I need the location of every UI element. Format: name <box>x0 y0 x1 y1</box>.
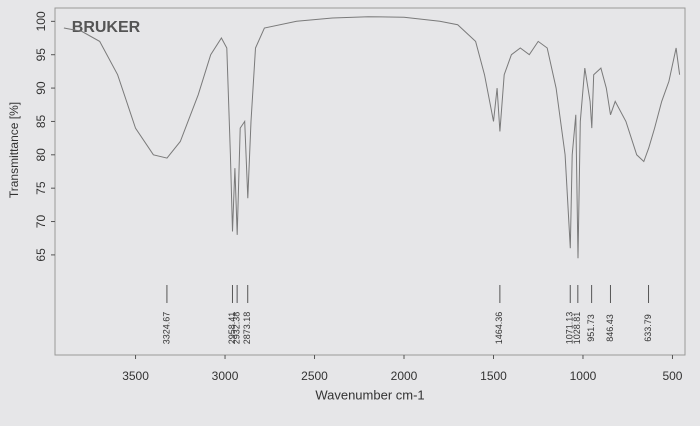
y-tick-label: 100 <box>34 11 48 31</box>
x-tick-label: 2500 <box>301 369 328 383</box>
y-tick-label: 75 <box>34 181 48 195</box>
peak-label: 2958.41 <box>227 312 237 345</box>
peak-label: 1464.36 <box>494 312 504 345</box>
y-tick-label: 85 <box>34 114 48 128</box>
y-tick-label: 80 <box>34 148 48 162</box>
spectrum-line <box>63 16 681 259</box>
peak-label: 1028.81 <box>572 312 582 345</box>
plot-frame <box>54 7 686 356</box>
x-tick-label: 1000 <box>570 369 597 383</box>
peak-label: 633.79 <box>643 314 653 342</box>
peak-label: 846.43 <box>605 314 615 342</box>
x-tick-label: 500 <box>662 369 682 383</box>
brand-logo: BRUKER <box>72 19 141 36</box>
peak-label: 2873.18 <box>242 312 252 345</box>
peak-label: 2932.38 <box>232 312 242 345</box>
y-tick-label: 95 <box>34 48 48 62</box>
x-tick-label: 2000 <box>391 369 418 383</box>
y-tick-label: 90 <box>34 81 48 95</box>
peak-label: 3324.67 <box>161 312 171 345</box>
y-tick-label: 70 <box>34 215 48 229</box>
y-axis-title: Transmittance [%] <box>7 102 21 198</box>
x-tick-label: 1500 <box>480 369 507 383</box>
x-tick-label: 3000 <box>212 369 239 383</box>
y-tick-label: 65 <box>34 248 48 262</box>
x-tick-label: 3500 <box>122 369 149 383</box>
peak-label: 951.73 <box>586 314 596 342</box>
peak-label: 1071.13 <box>565 312 575 345</box>
x-axis-title: Wavenumber cm-1 <box>315 387 424 402</box>
